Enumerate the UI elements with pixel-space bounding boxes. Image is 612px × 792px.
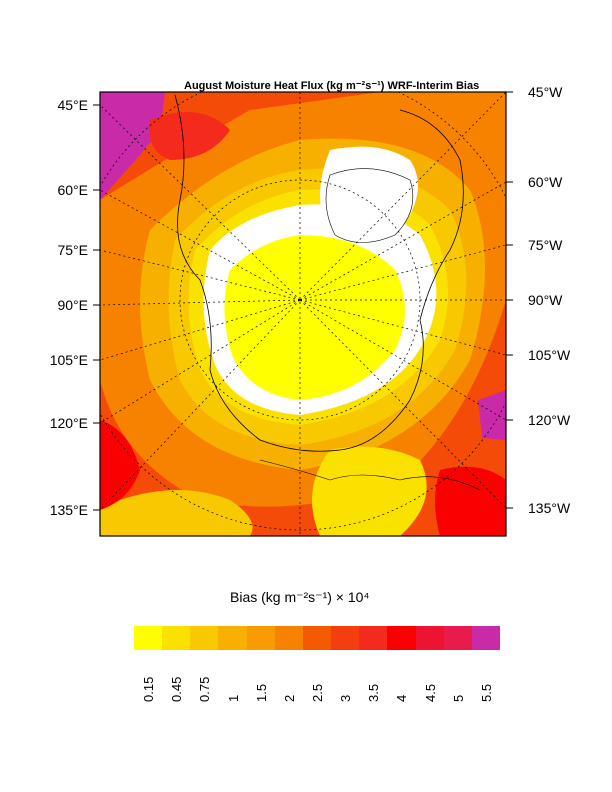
left-label: 75°E <box>57 242 88 258</box>
colorbar-swatch <box>134 626 163 650</box>
right-label: 90°W <box>528 292 563 308</box>
colorbar-tick-label: 5 <box>450 694 466 702</box>
colorbar-tick-label: 1 <box>225 694 241 702</box>
right-label: 75°W <box>528 237 563 253</box>
left-label: 105°E <box>49 352 88 368</box>
colorbar-swatch <box>246 626 276 650</box>
colorbar-tick-label: 4.5 <box>422 683 438 702</box>
colorbar-tick-label: 4 <box>394 694 410 702</box>
bias-field <box>100 92 506 536</box>
left-ticks <box>93 104 100 511</box>
colorbar-swatch <box>274 626 304 650</box>
right-ticks <box>506 91 513 509</box>
colorbar-tick-label: 3.5 <box>366 683 382 702</box>
colorbar-tick-label: 5.5 <box>478 683 494 702</box>
colorbar-swatch <box>331 626 360 650</box>
right-label: 120°W <box>528 412 571 428</box>
colorbar-swatch <box>415 626 445 650</box>
left-label: 135°E <box>49 502 88 518</box>
high-bias-region-nw <box>100 92 165 200</box>
left-label: 120°E <box>49 415 88 431</box>
colorbar-tick-label: 0.15 <box>141 676 157 702</box>
colorbar-tick-label: 0.45 <box>169 676 185 702</box>
colorbar-swatch <box>471 626 501 650</box>
colorbar-swatch <box>162 626 191 650</box>
graticule <box>100 92 506 536</box>
map-frame <box>99 91 507 537</box>
left-label: 90°E <box>57 297 88 313</box>
right-label: 135°W <box>528 500 571 516</box>
left-label: 60°E <box>57 182 88 198</box>
colorbar-swatch <box>443 626 473 650</box>
right-label: 60°W <box>528 174 563 190</box>
colorbar-tick-label: 0.75 <box>197 676 213 702</box>
right-label: 105°W <box>528 347 571 363</box>
right-label: 45°W <box>528 84 563 100</box>
map-title: August Moisture Heat Flux (kg m⁻²s⁻¹) WR… <box>184 80 480 92</box>
colorbar-swatch <box>190 626 219 650</box>
colorbar-swatch <box>387 626 417 650</box>
left-label: 45°E <box>57 97 88 113</box>
colorbar-tick-label: 3 <box>338 694 354 702</box>
colorbar-tick-label: 2 <box>281 694 297 702</box>
colorbar-title: Bias (kg m⁻²s⁻¹) × 10⁴ <box>230 589 370 605</box>
colorbar-swatch <box>359 626 388 650</box>
colorbar-tick-label: 1.5 <box>253 683 269 702</box>
colorbar-tick-label: 2.5 <box>310 683 325 702</box>
high-bias-region-e <box>478 390 506 440</box>
colorbar-swatch <box>302 626 332 650</box>
colorbar-swatch <box>218 626 248 650</box>
